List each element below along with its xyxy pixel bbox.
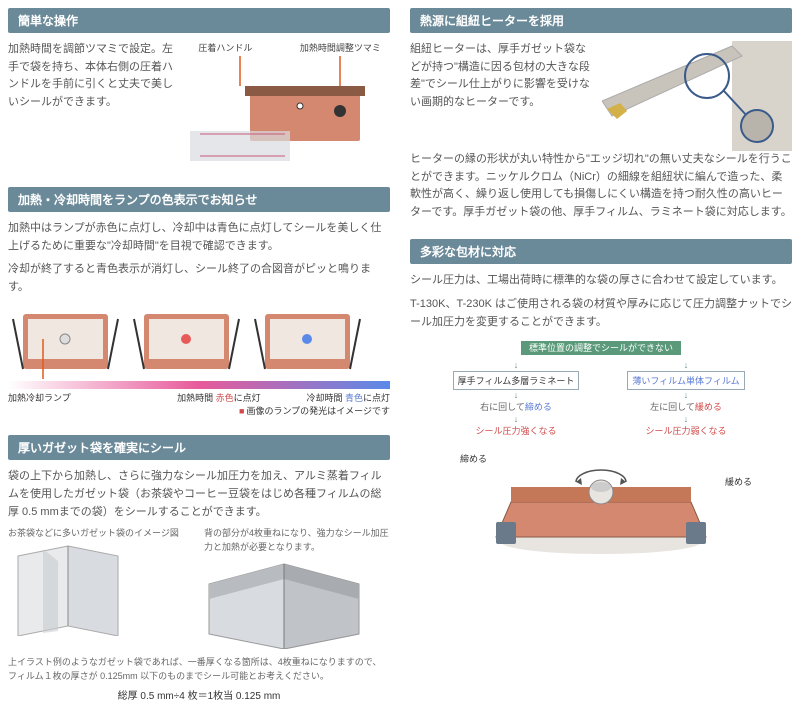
section-title: 厚いガゼット袋を確実にシール [8, 435, 390, 460]
section-title: 加熱・冷却時間をランプの色表示でお知らせ [8, 187, 390, 212]
body-text: 袋の上下から加熱し、さらに強力なシール加圧力を加え、アルミ蒸着フィルムを使用した… [8, 468, 390, 521]
caption: 背の部分が4枚重ねになり、強力なシール加圧力と加熱が必要となります。 [204, 527, 390, 554]
heater-illustration [602, 41, 792, 151]
body-text: 加熱時間を調節ツマミで設定。左手で袋を持ち、本体右側の圧着ハンドルを手前に引くと… [8, 41, 180, 163]
section-lamp: 加熱・冷却時間をランプの色表示でお知らせ 加熱中はランプが赤色に点灯し、冷却中は… [8, 187, 390, 417]
flow-box: 薄いフィルム単体フィルム [627, 371, 744, 390]
section-heater: 熱源に組紐ヒーターを採用 組紐ヒーターは、厚手ガゼット袋などが持つ"構造に因る包… [410, 8, 792, 221]
calculation: 総厚 0.5 mm÷4 枚＝1枚当 0.125 mm [8, 687, 390, 702]
label-handle: 圧着ハンドル [190, 41, 261, 54]
flow-action: 右に回して締める [451, 401, 581, 415]
flow-result: シール圧力強くなる [451, 425, 581, 439]
label-knob: 加熱時間調整ツマミ [291, 41, 390, 54]
caption-lamp: 加熱冷却ランプ [8, 391, 131, 404]
flow-box: 厚手フィルム多層ラミネート [453, 371, 580, 390]
device-illustration: 圧着ハンドル 加熱時間調整ツマミ [190, 41, 390, 169]
section-simple-operation: 簡単な操作 加熱時間を調節ツマミで設定。左手で袋を持ち、本体右側の圧着ハンドルを… [8, 8, 390, 169]
caption: お茶袋などに多いガゼット袋のイメージ図 [8, 527, 194, 541]
gusset-diagram [8, 541, 168, 636]
flow-diagram: 標準位置の調整でシールができない ↓ 厚手フィルム多層ラミネート ↓ 右に回して… [410, 341, 792, 559]
body-text: 加熱中はランプが赤色に点灯し、冷却中は青色に点灯してシールを美しく仕上げるために… [8, 220, 390, 255]
legend-note: 画像のランプの発光はイメージです [8, 404, 390, 417]
section-title: 簡単な操作 [8, 8, 390, 33]
label-loosen: 緩める [725, 475, 752, 488]
body-text: シール圧力は、工場出荷時に標準的な袋の厚さに合わせて設定しています。 [410, 272, 792, 290]
device-svg [190, 56, 390, 166]
lamp-images [8, 304, 390, 379]
flow-action: 左に回して緩める [621, 401, 751, 415]
section-title: 多彩な包材に対応 [410, 239, 792, 264]
section-gusset: 厚いガゼット袋を確実にシール 袋の上下から加熱し、さらに強力なシール加圧力を加え… [8, 435, 390, 702]
body-text: T-130K、T-230K はご使用される袋の材質や厚みに応じて圧力調整ナットで… [410, 296, 792, 331]
section-title: 熱源に組紐ヒーターを採用 [410, 8, 792, 33]
caption-heat: 加熱時間 赤色に点灯 [137, 391, 260, 404]
flow-header: 標準位置の調整でシールができない [521, 341, 681, 355]
section-materials: 多彩な包材に対応 シール圧力は、工場出荷時に標準的な袋の厚さに合わせて設定してい… [410, 239, 792, 559]
note: 上イラスト例のようなガゼット袋であれば、一番厚くなる箇所は、4枚重ねになりますの… [8, 656, 390, 683]
body-text: ヒーターの縁の形状が丸い特性から"エッジ切れ"の無い丈夫なシールを行うことができ… [410, 151, 792, 221]
adjust-device [471, 447, 731, 557]
flow-result: シール圧力弱くなる [621, 425, 751, 439]
body-text: 冷却が終了すると青色表示が消灯し、シール終了の合図音がピッと鳴ります。 [8, 261, 390, 296]
gusset-layers [204, 554, 364, 649]
label-tighten: 締める [460, 452, 487, 465]
caption-cool: 冷却時間 青色に点灯 [267, 391, 390, 404]
body-text: 組紐ヒーターは、厚手ガゼット袋などが持つ"構造に因る包材の大きな段差"でシール仕… [410, 41, 592, 145]
